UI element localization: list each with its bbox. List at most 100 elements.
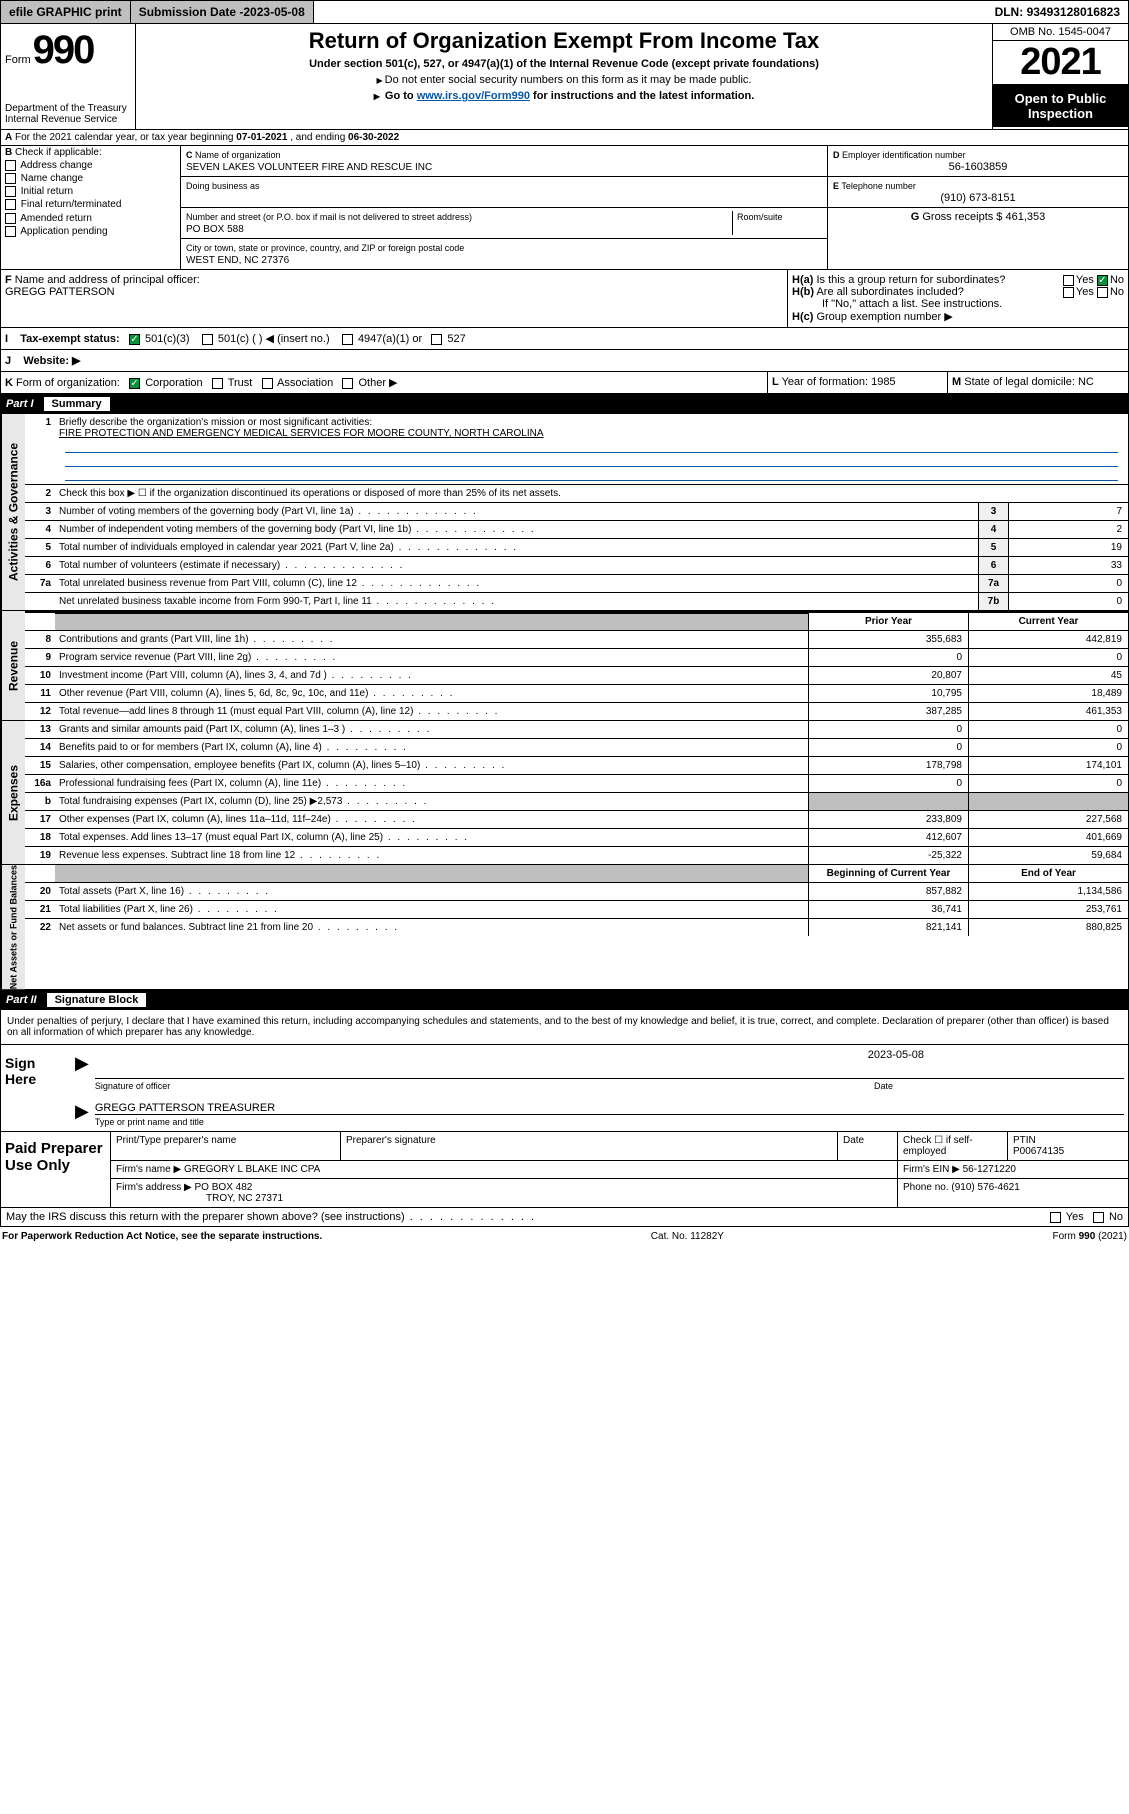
k-corp[interactable]	[129, 378, 140, 389]
irs-link[interactable]: www.irs.gov/Form990	[417, 90, 530, 102]
d-label: Employer identification number	[842, 150, 966, 160]
ha-yes[interactable]	[1063, 275, 1074, 286]
part2-header: Part II Signature Block	[0, 990, 1129, 1010]
sign-here-label: Sign Here	[1, 1045, 71, 1131]
data-row: 9Program service revenue (Part VIII, lin…	[25, 649, 1128, 667]
data-row: 22Net assets or fund balances. Subtract …	[25, 919, 1128, 936]
header-note1: Do not enter social security numbers on …	[144, 74, 984, 86]
c-name-label: Name of organization	[195, 150, 281, 160]
b-item-4: Amended return	[20, 213, 92, 224]
i-501c[interactable]	[202, 334, 213, 345]
c-name: SEVEN LAKES VOLUNTEER FIRE AND RESCUE IN…	[186, 162, 432, 173]
chk-amended[interactable]	[5, 213, 16, 224]
net-content: Beginning of Current Year End of Year 20…	[25, 865, 1128, 989]
discuss-yes-label: Yes	[1066, 1211, 1084, 1223]
form-word: Form	[5, 54, 31, 66]
section-bcdeg: B Check if applicable: Address change Na…	[0, 146, 1129, 270]
part1-num: Part I	[6, 398, 34, 410]
data-row: 11Other revenue (Part VIII, column (A), …	[25, 685, 1128, 703]
f-value: GREGG PATTERSON	[5, 286, 115, 298]
mission: FIRE PROTECTION AND EMERGENCY MEDICAL SE…	[59, 428, 544, 439]
hb-yes[interactable]	[1063, 287, 1074, 298]
chk-app-pending[interactable]	[5, 226, 16, 237]
data-row: 18Total expenses. Add lines 13–17 (must …	[25, 829, 1128, 847]
data-row: 15Salaries, other compensation, employee…	[25, 757, 1128, 775]
ha-no[interactable]	[1097, 275, 1108, 286]
data-row: 12Total revenue—add lines 8 through 11 (…	[25, 703, 1128, 720]
line-a: A For the 2021 calendar year, or tax yea…	[0, 130, 1129, 146]
c-addr: PO BOX 588	[186, 224, 244, 235]
dln-value: 93493128016823	[1027, 5, 1120, 19]
chk-initial[interactable]	[5, 186, 16, 197]
tab-expenses: Expenses	[1, 721, 25, 864]
net-section: Net Assets or Fund Balances Beginning of…	[0, 865, 1129, 990]
rev-section: Revenue Prior Year Current Year 8Contrib…	[0, 611, 1129, 721]
part2-num: Part II	[6, 994, 37, 1006]
paid-h2: Preparer's signature	[341, 1132, 838, 1160]
paid-h4: Check ☐ if self-employed	[898, 1132, 1008, 1160]
yes-label: Yes	[1076, 274, 1094, 286]
c-city: WEST END, NC 27376	[186, 255, 289, 266]
g-label: Gross receipts $	[922, 211, 1002, 223]
firm-addr2: TROY, NC 27371	[116, 1193, 283, 1204]
a-mid: , and ending	[290, 132, 348, 143]
a-end: 06-30-2022	[348, 132, 399, 143]
q2: Check this box ▶ ☐ if the organization d…	[55, 485, 1128, 502]
chk-name[interactable]	[5, 173, 16, 184]
paid-preparer-block: Paid Preparer Use Only Print/Type prepar…	[0, 1132, 1129, 1208]
k-label: Form of organization:	[16, 377, 120, 389]
data-row: 10Investment income (Part VIII, column (…	[25, 667, 1128, 685]
k-other[interactable]	[342, 378, 353, 389]
j-label: Website: ▶	[23, 355, 80, 367]
b-item-3: Final return/terminated	[21, 200, 122, 211]
chk-final[interactable]	[5, 199, 16, 210]
hb-no[interactable]	[1097, 287, 1108, 298]
sig-name-line: GREGG PATTERSON TREASURER	[95, 1097, 1124, 1115]
i-4947[interactable]	[342, 334, 353, 345]
pra-notice: For Paperwork Reduction Act Notice, see …	[2, 1231, 322, 1242]
sig-officer-line[interactable]	[95, 1061, 1124, 1079]
hc-label: Group exemption number ▶	[816, 311, 952, 323]
submission-label: Submission Date -	[139, 5, 244, 19]
col-c: C Name of organization SEVEN LAKES VOLUN…	[181, 146, 828, 269]
row-j: J Website: ▶	[0, 350, 1129, 372]
k-assoc[interactable]	[262, 378, 273, 389]
no-label2: No	[1110, 286, 1124, 298]
i-501c3[interactable]	[129, 334, 140, 345]
part1-title: Summary	[44, 397, 110, 411]
cat-no: Cat. No. 11282Y	[651, 1231, 724, 1242]
discuss-no[interactable]	[1093, 1212, 1104, 1223]
sig-date-label: Date	[874, 1081, 1124, 1091]
gov-content: 1 Briefly describe the organization's mi…	[25, 414, 1128, 610]
efile-button[interactable]: efile GRAPHIC print	[1, 1, 131, 23]
col-begin: Beginning of Current Year	[808, 865, 968, 882]
data-row: 13Grants and similar amounts paid (Part …	[25, 721, 1128, 739]
gov-row: 6Total number of volunteers (estimate if…	[25, 557, 1128, 575]
paid-label: Paid Preparer Use Only	[1, 1132, 111, 1207]
data-row: 19Revenue less expenses. Subtract line 1…	[25, 847, 1128, 864]
a-begin: 07-01-2021	[236, 132, 287, 143]
gov-section: Activities & Governance 1 Briefly descri…	[0, 414, 1129, 611]
discuss-yes[interactable]	[1050, 1212, 1061, 1223]
ptin-value: P00674135	[1013, 1146, 1064, 1157]
k-opt2: Association	[277, 377, 333, 389]
i-527[interactable]	[431, 334, 442, 345]
d-value: 56-1603859	[833, 161, 1123, 173]
c-addr-label: Number and street (or P.O. box if mail i…	[186, 212, 472, 222]
tab-revenue: Revenue	[1, 611, 25, 720]
k-trust[interactable]	[212, 378, 223, 389]
page-footer: For Paperwork Reduction Act Notice, see …	[0, 1227, 1129, 1246]
l-label: Year of formation:	[782, 376, 868, 388]
b-item-0: Address change	[20, 160, 92, 171]
submission-date: Submission Date - 2023-05-08	[131, 1, 314, 23]
c-room-label: Room/suite	[737, 212, 783, 222]
chk-address[interactable]	[5, 160, 16, 171]
data-row: 17Other expenses (Part IX, column (A), l…	[25, 811, 1128, 829]
row-i: I Tax-exempt status: 501(c)(3) 501(c) ( …	[0, 328, 1129, 350]
i-opt0: 501(c)(3)	[145, 333, 190, 345]
gov-row: 3Number of voting members of the governi…	[25, 503, 1128, 521]
discuss-text: May the IRS discuss this return with the…	[6, 1211, 1050, 1223]
part1-header: Part I Summary	[0, 394, 1129, 414]
mission-line3	[65, 453, 1118, 467]
sign-here-block: Sign Here ▶ 2023-05-08 Signature of offi…	[0, 1045, 1129, 1132]
